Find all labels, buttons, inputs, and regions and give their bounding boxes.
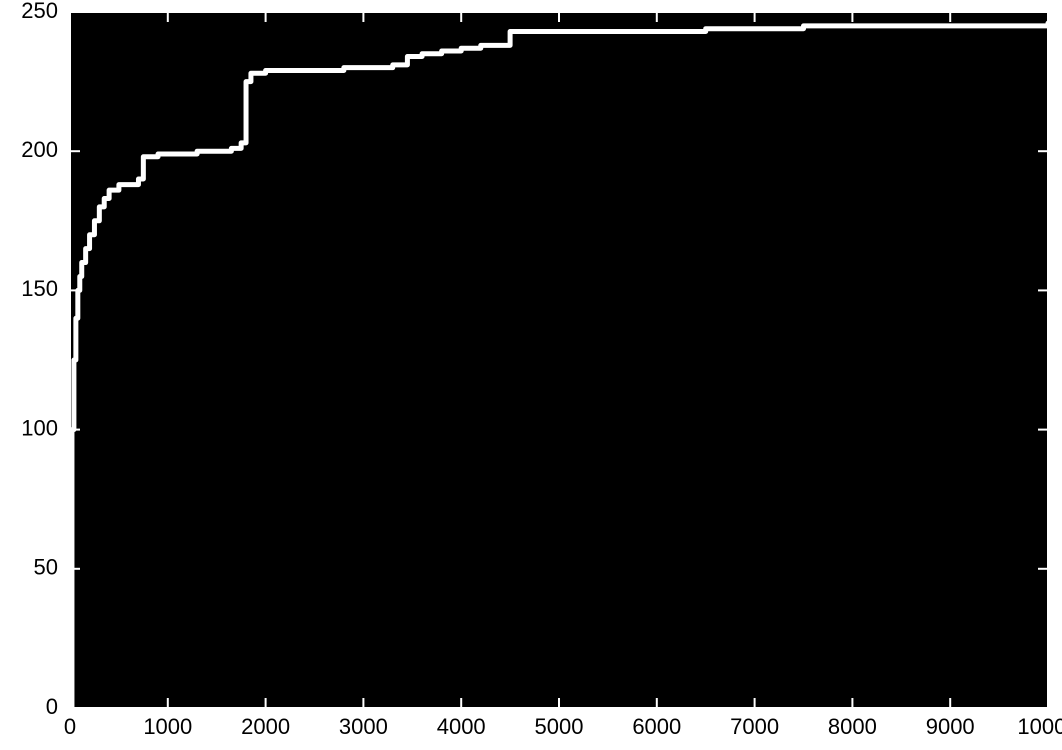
y-tick-label: 150 xyxy=(21,276,58,301)
y-tick-label: 0 xyxy=(46,694,58,719)
x-tick-label: 6000 xyxy=(632,714,681,739)
x-tick-label: 0 xyxy=(64,714,76,739)
x-tick-label: 5000 xyxy=(535,714,584,739)
x-tick-label: 8000 xyxy=(828,714,877,739)
line-chart: 0100020003000400050006000700080009000100… xyxy=(0,0,1062,750)
chart-container: 0100020003000400050006000700080009000100… xyxy=(0,0,1062,750)
x-tick-label: 7000 xyxy=(730,714,779,739)
x-tick-label: 4000 xyxy=(437,714,486,739)
x-tick-label: 2000 xyxy=(241,714,290,739)
y-tick-label: 100 xyxy=(21,415,58,440)
y-tick-label: 200 xyxy=(21,137,58,162)
x-tick-label: 10000 xyxy=(1017,714,1062,739)
y-tick-label: 50 xyxy=(34,555,58,580)
y-tick-label: 250 xyxy=(21,0,58,23)
x-tick-label: 1000 xyxy=(143,714,192,739)
x-tick-label: 9000 xyxy=(926,714,975,739)
x-tick-label: 3000 xyxy=(339,714,388,739)
